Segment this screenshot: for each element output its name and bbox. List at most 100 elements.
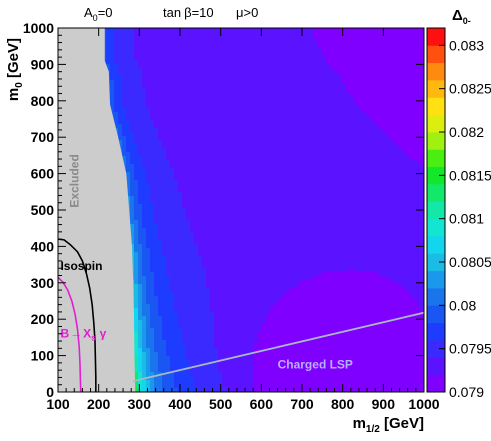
- heatmap-cell: [166, 104, 171, 109]
- heatmap-cell: [198, 68, 203, 73]
- heatmap-cell: [226, 164, 231, 169]
- heatmap-cell: [322, 228, 327, 233]
- heatmap-cell: [210, 60, 215, 65]
- heatmap-cell: [174, 56, 179, 61]
- heatmap-cell: [166, 200, 171, 205]
- heatmap-cell: [362, 32, 367, 37]
- heatmap-cell: [386, 144, 391, 149]
- heatmap-cell: [274, 228, 279, 233]
- heatmap-cell: [418, 100, 423, 105]
- heatmap-cell: [138, 132, 143, 137]
- heatmap-cell: [338, 184, 343, 189]
- heatmap-cell: [182, 60, 187, 65]
- heatmap-cell: [242, 176, 247, 181]
- heatmap-cell: [294, 124, 299, 129]
- heatmap-cell: [390, 88, 395, 93]
- heatmap-cell: [154, 52, 159, 57]
- heatmap-cell: [202, 176, 207, 181]
- heatmap-cell: [290, 128, 295, 133]
- heatmap-cell: [206, 108, 211, 113]
- heatmap-cell: [410, 60, 415, 65]
- heatmap-cell: [114, 80, 119, 85]
- heatmap-cell: [366, 92, 371, 97]
- heatmap-cell: [302, 144, 307, 149]
- heatmap-cell: [382, 116, 387, 121]
- heatmap-cell: [210, 188, 215, 193]
- heatmap-cell: [394, 128, 399, 133]
- heatmap-cell: [314, 168, 319, 173]
- heatmap-cell: [274, 132, 279, 137]
- heatmap-cell: [358, 232, 363, 237]
- heatmap-cell: [234, 92, 239, 97]
- heatmap-cell: [394, 172, 399, 177]
- heatmap-cell: [298, 52, 303, 57]
- heatmap-cell: [414, 124, 419, 129]
- heatmap-cell: [126, 152, 131, 157]
- heatmap-cell: [246, 60, 251, 65]
- heatmap-cell: [342, 84, 347, 89]
- heatmap-cell: [274, 176, 279, 181]
- heatmap-cell: [406, 132, 411, 137]
- heatmap-cell: [166, 40, 171, 45]
- heatmap-cell: [354, 160, 359, 165]
- heatmap-cell: [398, 212, 403, 217]
- heatmap-cell: [138, 112, 143, 117]
- heatmap-cell: [338, 136, 343, 141]
- heatmap-cell: [114, 76, 119, 81]
- heatmap-cell: [242, 188, 247, 193]
- heatmap-cell: [158, 188, 163, 193]
- heatmap-cell: [238, 96, 243, 101]
- heatmap-cell: [274, 52, 279, 57]
- heatmap-cell: [138, 124, 143, 129]
- heatmap-cell: [182, 108, 187, 113]
- heatmap-cell: [278, 48, 283, 53]
- heatmap-cell: [218, 172, 223, 177]
- heatmap-cell: [374, 160, 379, 165]
- heatmap-cell: [182, 168, 187, 173]
- heatmap-cell: [342, 240, 347, 245]
- heatmap-cell: [182, 188, 187, 193]
- heatmap-cell: [166, 224, 171, 229]
- heatmap-cell: [138, 60, 143, 65]
- heatmap-cell: [378, 52, 383, 57]
- heatmap-cell: [194, 232, 199, 237]
- heatmap-cell: [214, 188, 219, 193]
- heatmap-cell: [294, 92, 299, 97]
- heatmap-cell: [378, 172, 383, 177]
- heatmap-cell: [274, 60, 279, 65]
- heatmap-cell: [242, 96, 247, 101]
- heatmap-cell: [254, 48, 259, 53]
- heatmap-cell: [234, 32, 239, 37]
- heatmap-cell: [358, 148, 363, 153]
- heatmap-cell: [230, 208, 235, 213]
- heatmap-cell: [422, 232, 424, 237]
- heatmap-cell: [290, 116, 295, 121]
- heatmap-cell: [230, 184, 235, 189]
- heatmap-cell: [418, 116, 423, 121]
- heatmap-cell: [266, 132, 271, 137]
- heatmap-cell: [414, 72, 419, 77]
- heatmap-cell: [394, 148, 399, 153]
- heatmap-cell: [282, 84, 287, 89]
- heatmap-cell: [182, 88, 187, 93]
- heatmap-cell: [146, 188, 151, 193]
- heatmap-cell: [334, 96, 339, 101]
- heatmap-cell: [406, 36, 411, 41]
- heatmap-cell: [126, 92, 131, 97]
- heatmap-cell: [150, 64, 155, 69]
- heatmap-cell: [186, 112, 191, 117]
- heatmap-cell: [242, 236, 247, 241]
- heatmap-cell: [146, 92, 151, 97]
- heatmap-cell: [398, 200, 403, 205]
- heatmap-cell: [226, 28, 231, 33]
- heatmap-cell: [398, 132, 403, 137]
- heatmap-cell: [250, 148, 255, 153]
- heatmap-cell: [270, 144, 275, 149]
- heatmap-cell: [170, 156, 175, 161]
- header-mu: μ>0: [236, 5, 258, 20]
- heatmap-cell: [350, 228, 355, 233]
- heatmap-cell: [374, 104, 379, 109]
- heatmap-cell: [258, 156, 263, 161]
- heatmap-cell: [194, 164, 199, 169]
- heatmap-cell: [154, 72, 159, 77]
